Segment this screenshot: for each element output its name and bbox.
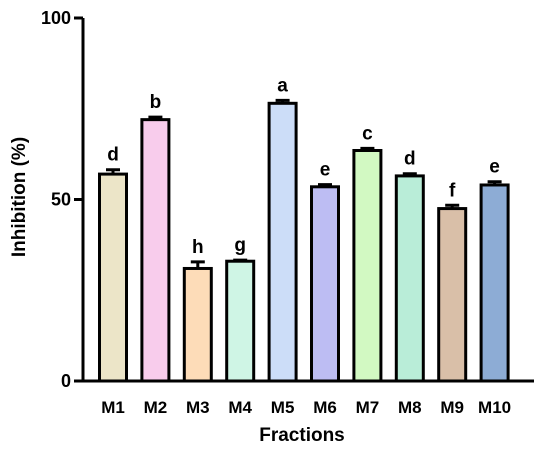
bar-M10 [479,183,510,383]
significance-label-M6: e [320,160,331,181]
bar-M9 [437,207,468,383]
bar-M6 [310,185,340,383]
bar-M4 [225,259,256,383]
significance-label-M4: g [234,235,246,256]
error-bar-M2 [148,115,163,120]
error-bars-layer [106,98,502,269]
significance-labels-layer: d b h g a e c d f e [107,75,500,258]
significance-label-M7: c [362,123,373,144]
y-tick-label-50: 50 [51,190,71,210]
x-tick-label-M4: M4 [228,398,252,417]
error-bar-M9 [445,203,460,209]
x-tick-label-M10: M10 [478,398,511,417]
bar-M7 [352,148,383,383]
x-tick-label-M1: M1 [101,398,125,417]
error-bar-M8 [402,172,417,176]
y-tick-label-100: 100 [41,8,71,28]
x-category-labels-layer: M1 M2 M3 M4 M5 M6 M7 M8 M9 M10 [101,398,511,417]
x-tick-label-M7: M7 [356,398,380,417]
significance-label-M10: e [489,157,500,178]
significance-label-M2: b [150,92,162,113]
x-tick-label-M5: M5 [271,398,295,417]
bar-M1 [98,172,128,383]
y-axis-title: Inhibition (%) [9,137,30,257]
significance-label-M3: h [192,237,204,258]
error-bar-M1 [106,168,120,175]
error-bar-M10 [487,180,502,185]
significance-label-M8: d [404,149,416,170]
error-bar-M5 [275,98,290,104]
x-tick-label-M3: M3 [186,398,210,417]
significance-label-M1: d [107,145,119,166]
error-bar-M7 [360,146,375,151]
bar-M3 [182,266,213,383]
significance-label-M5: a [277,75,288,96]
x-tick-label-M9: M9 [440,398,464,417]
bars-layer [98,101,510,383]
significance-label-M9: f [449,180,456,201]
error-bar-M6 [318,183,332,187]
x-tick-label-M2: M2 [144,398,168,417]
bar-M5 [267,101,298,383]
bar-M8 [394,174,425,383]
error-bar-M4 [233,258,248,262]
x-tick-label-M8: M8 [398,398,422,417]
bar-M2 [140,118,171,383]
error-bar-M3 [190,260,205,269]
y-tick-label-0: 0 [61,371,71,391]
x-axis-title: Fractions [259,425,345,446]
x-tick-label-M6: M6 [313,398,337,417]
y-ticks-layer: 0 50 100 [41,8,83,391]
